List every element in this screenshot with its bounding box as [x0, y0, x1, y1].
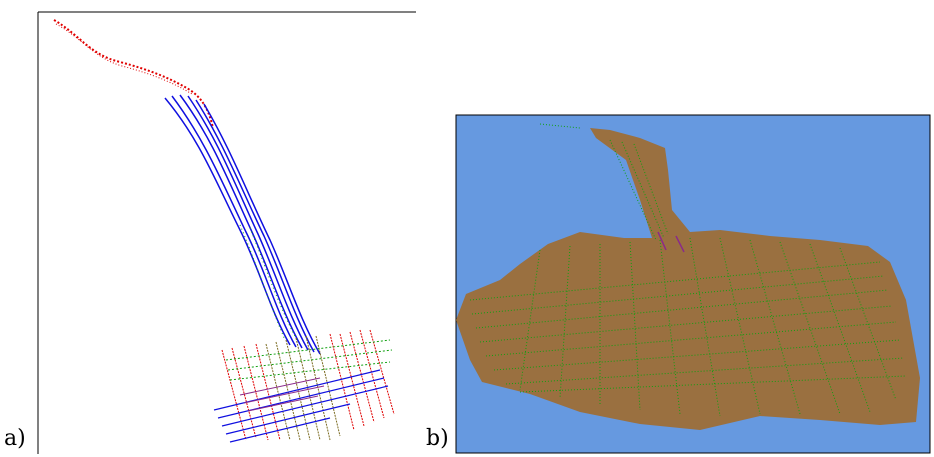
terrain-purple-marks [657, 231, 685, 253]
red-upper-track [53, 19, 214, 129]
blue-descent-tracks [164, 94, 321, 355]
terrain-top-points [539, 123, 581, 129]
red-upper-track-2 [55, 23, 193, 95]
panel-b-render [455, 114, 931, 454]
purple-grid-overlap [239, 377, 325, 412]
green-grid-lines [225, 339, 393, 381]
panel-a-label: a) [4, 426, 26, 451]
panel-b-label: b) [426, 426, 449, 451]
terrain-green-lines [469, 139, 907, 417]
red-grid-lines [221, 329, 395, 441]
terrain-surface [456, 128, 920, 430]
blue-grid-lines [213, 369, 389, 443]
panel-a-plot [37, 11, 416, 454]
green-descent-points [239, 224, 299, 343]
